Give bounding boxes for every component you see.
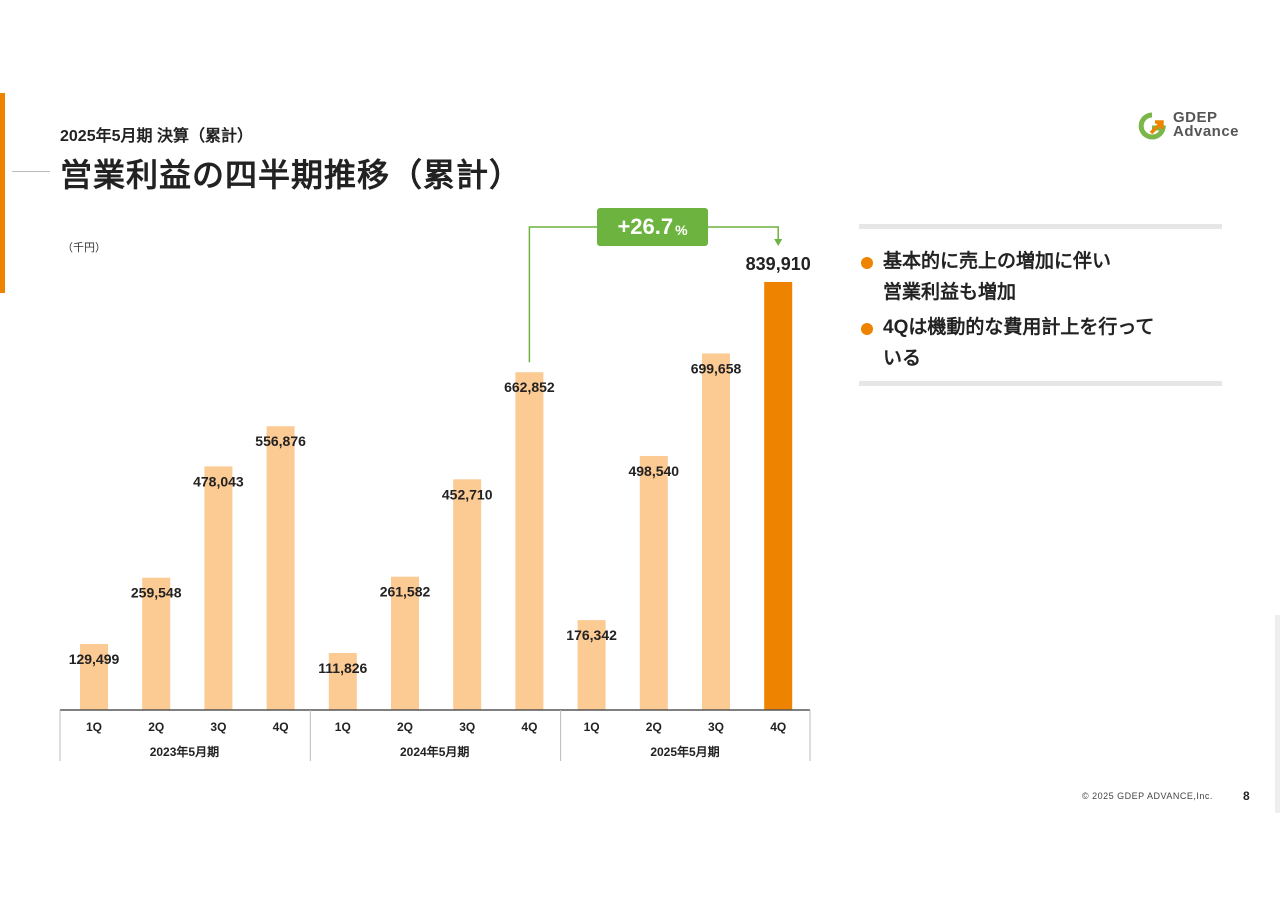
note-bullet xyxy=(861,323,873,335)
growth-arrowhead xyxy=(774,239,783,246)
gdep-logo-icon xyxy=(1138,112,1167,140)
accent-bar xyxy=(0,93,5,293)
unit-label: （千円） xyxy=(62,242,106,254)
x-tick-label: 4Q xyxy=(273,720,289,734)
page-title: 営業利益の四半期推移（累計） xyxy=(60,157,523,193)
x-tick-label: 1Q xyxy=(86,720,102,734)
data-label: 452,710 xyxy=(442,486,493,502)
x-tick-label: 4Q xyxy=(770,720,786,734)
group-label: 2024年5月期 xyxy=(400,744,469,759)
x-tick-label: 2Q xyxy=(646,720,662,734)
copyright: © 2025 GDEP ADVANCE,Inc. xyxy=(1082,791,1213,801)
bar xyxy=(764,282,793,710)
bar xyxy=(391,576,419,710)
data-label: 261,582 xyxy=(380,584,431,600)
group-label: 2023年5月期 xyxy=(150,744,219,759)
data-label: 498,540 xyxy=(628,463,679,479)
note-bullet xyxy=(861,257,873,269)
x-tick-label: 3Q xyxy=(459,720,475,734)
notes-panel: 基本的に売上の増加に伴い 営業利益も増加 4Qは機動的な費用計上を行って いる xyxy=(859,224,1222,386)
data-label: 478,043 xyxy=(193,473,244,489)
data-label: 556,876 xyxy=(255,433,306,449)
logo-wordmark: GDEP Advance xyxy=(1173,109,1240,140)
notes-bottom-rule xyxy=(859,381,1222,386)
growth-unit: % xyxy=(675,222,688,238)
data-label: 699,658 xyxy=(691,360,742,376)
bar xyxy=(577,620,606,710)
x-tick-label: 4Q xyxy=(521,720,537,734)
data-label: 129,499 xyxy=(69,651,120,667)
data-label: 839,910 xyxy=(746,254,811,274)
bar xyxy=(328,653,357,710)
x-tick-label: 1Q xyxy=(335,720,351,734)
data-label: 111,826 xyxy=(318,660,367,676)
growth-connector xyxy=(528,226,779,363)
group-label: 2025年5月期 xyxy=(650,744,719,759)
growth-value: +26.7 xyxy=(617,214,674,239)
page-subtitle: 2025年5月期 決算（累計） xyxy=(60,128,253,145)
bar xyxy=(266,426,295,710)
x-tick-label: 2Q xyxy=(397,720,413,734)
data-label: 662,852 xyxy=(504,379,555,395)
bar xyxy=(515,372,544,710)
bar xyxy=(453,479,482,710)
logo-line-1: GDEP xyxy=(1173,109,1218,126)
bar xyxy=(80,644,108,710)
page-number: 8 xyxy=(1243,789,1250,803)
bar xyxy=(639,455,668,710)
bar xyxy=(204,466,233,710)
growth-badge: +26.7 % xyxy=(597,208,708,246)
x-tick-label: 2Q xyxy=(148,720,164,734)
note-text: 基本的に売上の増加に伴い 営業利益も増加 xyxy=(883,251,1112,303)
operating-profit-chart: 129,499 1Q 259,548 2Q 478,043 3Q 556,876 4Q 2023… xyxy=(59,226,811,761)
x-tick-label: 3Q xyxy=(210,720,226,734)
x-tick-label: 3Q xyxy=(708,720,724,734)
logo-line-2: Advance xyxy=(1173,123,1240,140)
title-rule xyxy=(12,171,50,172)
notes-top-rule xyxy=(859,224,1222,229)
side-edge xyxy=(1275,615,1280,813)
data-label: 259,548 xyxy=(131,585,182,601)
data-label: 176,342 xyxy=(566,627,617,643)
note-text: 4Qは機動的な費用計上を行って いる xyxy=(883,317,1155,369)
company-logo: GDEP Advance xyxy=(1136,110,1261,142)
x-tick-label: 1Q xyxy=(584,720,600,734)
bar xyxy=(702,353,730,710)
bar xyxy=(142,577,171,710)
